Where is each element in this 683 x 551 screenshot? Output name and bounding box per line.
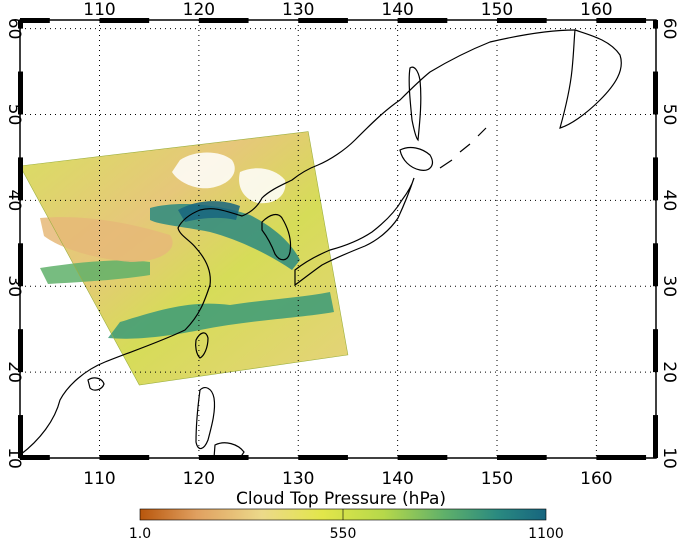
coastline-segment (294, 177, 415, 287)
border-bar (99, 18, 150, 23)
swath-patch (40, 217, 173, 262)
border-bar (497, 455, 547, 460)
border-bar (298, 455, 348, 460)
lon-tick-label-bottom: 130 (282, 469, 314, 489)
border-bar (653, 71, 658, 115)
lon-tick-label-top: 130 (282, 0, 314, 20)
swath-patch (108, 292, 334, 339)
coastline-segment (559, 29, 622, 129)
lon-tick-label-bottom: 110 (83, 469, 115, 489)
lat-tick-label-left: 10 (4, 447, 24, 469)
swath-patch (172, 152, 235, 189)
lat-tick-label-left: 50 (4, 104, 24, 126)
lon-tick-label-top: 150 (481, 0, 513, 20)
lat-tick-label-right: 60 (659, 18, 679, 40)
border-bar (18, 243, 23, 287)
border-bar (20, 455, 50, 460)
lon-tick-label-top: 160 (580, 0, 612, 20)
border-bar (596, 18, 647, 23)
border-bar (653, 329, 658, 373)
border-bar (20, 18, 50, 23)
border-bar (653, 243, 658, 287)
border-bar (18, 415, 23, 458)
lon-tick-label-bottom: 140 (381, 469, 413, 489)
lat-tick-label-right: 40 (659, 190, 679, 212)
axis-ticks (18, 18, 658, 460)
border-bar (198, 455, 249, 460)
border-bar (18, 20, 23, 29)
border-bar (298, 18, 348, 23)
lat-tick-label-right: 50 (659, 104, 679, 126)
lon-tick-label-bottom: 150 (481, 469, 513, 489)
lat-tick-label-right: 20 (659, 361, 679, 383)
lat-tick-label-left: 40 (4, 190, 24, 212)
coastline-segment (195, 332, 209, 359)
coastline-segment (261, 213, 292, 261)
coastline-segment (195, 387, 216, 450)
border-bar (596, 455, 647, 460)
colorbar-max-label: 1100 (528, 526, 564, 542)
coastline-segment (399, 146, 433, 171)
axis-labels: 110 110 120 120 130 130 140 140 150 150 160 160 10 10… (4, 0, 679, 489)
border-bar (397, 455, 448, 460)
lon-tick-label-bottom: 120 (183, 469, 215, 489)
swath-patch (178, 201, 240, 222)
graticule (20, 20, 656, 458)
colorbar-mid-label: 550 (330, 526, 357, 542)
lat-tick-label-right: 30 (659, 275, 679, 297)
border-bar (653, 157, 658, 201)
swath-edge (20, 131, 349, 386)
colorbar-min-label: 1.0 (129, 526, 151, 542)
swath-patch (239, 168, 286, 204)
lat-tick-label-left: 20 (4, 361, 24, 383)
border-bar (653, 415, 658, 458)
coastlines (20, 29, 622, 458)
lat-tick-label-right: 10 (659, 447, 679, 469)
lon-tick-label-bottom: 160 (580, 469, 612, 489)
swath-patch (40, 260, 150, 284)
coastline-segment (439, 127, 487, 169)
border-bar (397, 18, 448, 23)
border-bar (198, 18, 249, 23)
lat-tick-label-left: 60 (4, 18, 24, 40)
coastline-segment (20, 29, 576, 456)
lat-tick-label-left: 30 (4, 275, 24, 297)
border-bar (18, 71, 23, 115)
border-bar (18, 157, 23, 201)
border-bar (653, 20, 658, 29)
lon-tick-label-top: 110 (83, 0, 115, 20)
coastline-segment (408, 66, 422, 142)
lon-tick-label-top: 120 (183, 0, 215, 20)
border-bar (497, 18, 547, 23)
colorbar-title: Cloud Top Pressure (hPa) (236, 489, 446, 509)
lon-tick-label-top: 140 (381, 0, 413, 20)
border-bar (18, 329, 23, 373)
border-bar (99, 455, 150, 460)
coastline-segment (87, 377, 105, 391)
